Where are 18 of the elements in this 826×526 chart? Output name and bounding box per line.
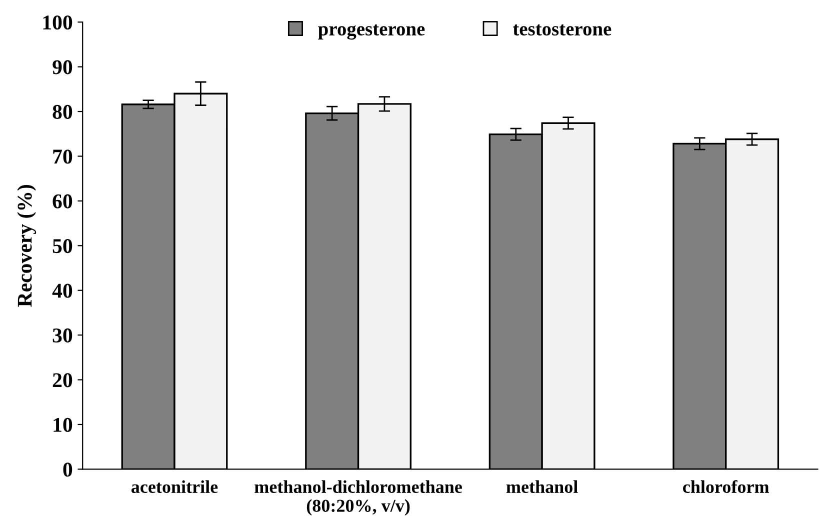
y-tick-label: 100	[43, 15, 72, 30]
y-tick-label: 70	[53, 150, 72, 164]
x-tick-label: methanol-dichloromethane (80:20%, v/v)	[254, 480, 462, 516]
y-tick-label: 20	[52, 373, 72, 388]
y-tick-label: 40	[52, 284, 72, 298]
y-tick-label: 50	[52, 239, 72, 254]
x-tick-label: methanol	[506, 480, 578, 494]
y-tick-label: 90	[52, 60, 72, 74]
legend-label: testosterone	[512, 24, 612, 36]
y-tick-label: 80	[52, 104, 72, 119]
x-tick-label: chloroform	[683, 480, 769, 494]
y-tick-label: 60	[52, 194, 72, 208]
y-axis-title: Recovery (%)	[17, 184, 36, 307]
y-tick-label: 30	[52, 328, 72, 342]
y-tick-label: 0	[63, 462, 72, 477]
y-tick-label: 10	[54, 418, 72, 432]
legend-label: progesterone	[318, 24, 425, 40]
x-tick-label: acetonitrile	[131, 480, 218, 494]
